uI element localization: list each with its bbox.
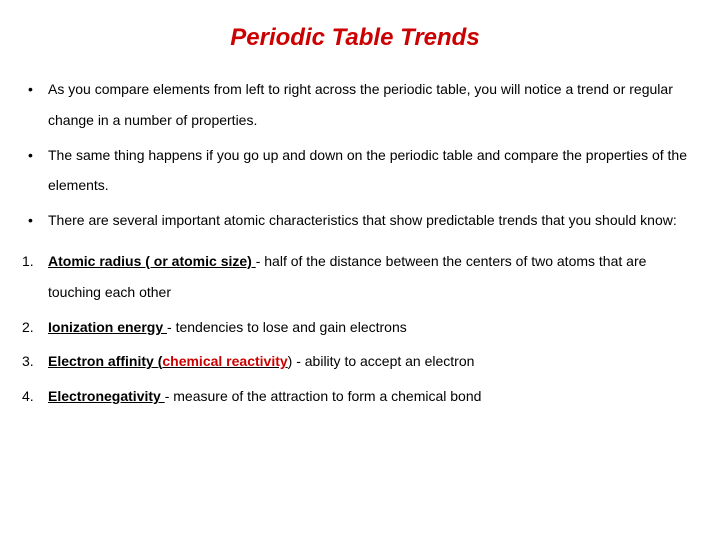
- numbered-item: Atomic radius ( or atomic size) - half o…: [18, 246, 692, 308]
- numbered-item: Ionization energy - tendencies to lose a…: [18, 312, 692, 343]
- term-desc: ) - ability to accept an electron: [288, 353, 475, 369]
- term-prefix: Electron affinity: [48, 353, 158, 369]
- bullet-item: There are several important atomic chara…: [18, 205, 692, 236]
- term-ionization-energy: Ionization energy: [48, 319, 167, 335]
- numbered-item: Electron affinity (chemical reactivity) …: [18, 346, 692, 377]
- slide-container: Periodic Table Trends As you compare ele…: [0, 0, 720, 540]
- bullet-list: As you compare elements from left to rig…: [18, 74, 692, 236]
- term-electronegativity: Electronegativity: [48, 388, 165, 404]
- numbered-item: Electronegativity - measure of the attra…: [18, 381, 692, 412]
- term-atomic-radius: Atomic radius ( or atomic size): [48, 253, 256, 269]
- term-red-part: chemical reactivity: [162, 353, 287, 369]
- term-desc: - tendencies to lose and gain electrons: [167, 319, 407, 335]
- bullet-item: As you compare elements from left to rig…: [18, 74, 692, 136]
- term-electron-affinity: Electron affinity (chemical reactivity: [48, 353, 288, 369]
- bullet-item: The same thing happens if you go up and …: [18, 140, 692, 202]
- term-desc: - measure of the attraction to form a ch…: [165, 388, 482, 404]
- numbered-list: Atomic radius ( or atomic size) - half o…: [18, 246, 692, 412]
- slide-title: Periodic Table Trends: [18, 24, 692, 52]
